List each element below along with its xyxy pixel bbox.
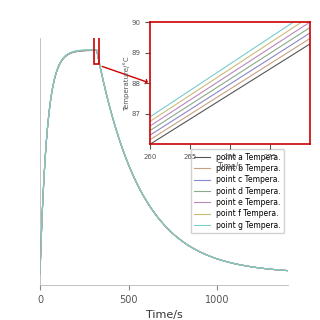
point c Tempera. <box>38 272 42 276</box>
point d Tempera. <box>133 177 137 181</box>
point a Tempera. <box>187 244 191 248</box>
point e Tempera. <box>133 177 137 181</box>
point g Tempera. <box>242 264 246 268</box>
point a Tempera. <box>95 48 99 52</box>
point a Tempera. <box>133 177 137 181</box>
Line: point g Tempera.: point g Tempera. <box>40 50 288 274</box>
point g Tempera. <box>199 251 203 254</box>
point g Tempera. <box>286 269 290 273</box>
point d Tempera. <box>38 272 42 276</box>
point c Tempera. <box>286 269 290 273</box>
point g Tempera. <box>187 244 191 248</box>
point c Tempera. <box>199 251 203 254</box>
point e Tempera. <box>38 272 42 276</box>
point a Tempera. <box>223 260 227 263</box>
point d Tempera. <box>223 260 227 263</box>
point a Tempera. <box>38 272 42 276</box>
point d Tempera. <box>286 269 290 273</box>
point f Tempera. <box>223 260 227 263</box>
point d Tempera. <box>242 264 246 268</box>
point b Tempera. <box>286 269 290 273</box>
Line: point b Tempera.: point b Tempera. <box>40 50 288 274</box>
point f Tempera. <box>133 177 137 181</box>
Line: point e Tempera.: point e Tempera. <box>40 50 288 274</box>
point e Tempera. <box>187 244 191 248</box>
point f Tempera. <box>95 48 99 52</box>
point g Tempera. <box>223 259 227 263</box>
Legend: point a Tempera., point b Tempera., point c Tempera., point d Tempera., point e : point a Tempera., point b Tempera., poin… <box>190 149 284 233</box>
point a Tempera. <box>286 269 290 273</box>
point f Tempera. <box>83 48 87 52</box>
point c Tempera. <box>242 264 246 268</box>
X-axis label: Time/s: Time/s <box>146 310 182 320</box>
point b Tempera. <box>38 272 42 276</box>
point f Tempera. <box>187 244 191 248</box>
point g Tempera. <box>83 48 87 52</box>
point b Tempera. <box>199 251 203 254</box>
point f Tempera. <box>38 272 42 276</box>
point e Tempera. <box>223 260 227 263</box>
point c Tempera. <box>133 177 137 181</box>
point d Tempera. <box>187 244 191 248</box>
point g Tempera. <box>95 48 99 52</box>
point f Tempera. <box>286 269 290 273</box>
point a Tempera. <box>83 49 87 52</box>
Y-axis label: Temperature/°C: Temperature/°C <box>124 56 130 110</box>
point e Tempera. <box>242 264 246 268</box>
point g Tempera. <box>133 177 137 181</box>
point g Tempera. <box>38 272 42 276</box>
point e Tempera. <box>199 251 203 254</box>
point d Tempera. <box>83 48 87 52</box>
point b Tempera. <box>133 177 137 181</box>
point b Tempera. <box>95 48 99 52</box>
point e Tempera. <box>83 48 87 52</box>
point b Tempera. <box>83 49 87 52</box>
point a Tempera. <box>242 264 246 268</box>
point b Tempera. <box>242 264 246 268</box>
point d Tempera. <box>199 251 203 254</box>
point c Tempera. <box>187 244 191 248</box>
point e Tempera. <box>95 48 99 52</box>
point c Tempera. <box>83 49 87 52</box>
Line: point a Tempera.: point a Tempera. <box>40 50 288 274</box>
Line: point c Tempera.: point c Tempera. <box>40 50 288 274</box>
point c Tempera. <box>95 48 99 52</box>
point f Tempera. <box>242 264 246 268</box>
point d Tempera. <box>95 48 99 52</box>
point a Tempera. <box>199 251 203 254</box>
point b Tempera. <box>187 244 191 248</box>
point f Tempera. <box>199 251 203 254</box>
X-axis label: Time/s: Time/s <box>218 161 243 170</box>
Line: point f Tempera.: point f Tempera. <box>40 50 288 274</box>
point e Tempera. <box>286 269 290 273</box>
Line: point d Tempera.: point d Tempera. <box>40 50 288 274</box>
point c Tempera. <box>223 260 227 263</box>
point b Tempera. <box>223 260 227 263</box>
